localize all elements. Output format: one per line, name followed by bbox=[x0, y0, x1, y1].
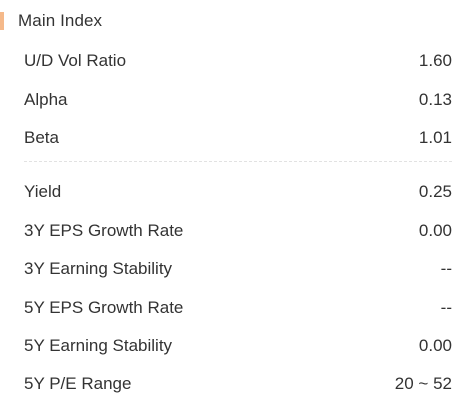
metric-label: U/D Vol Ratio bbox=[24, 51, 127, 70]
metric-value: 20 ~ 52 bbox=[394, 374, 452, 393]
metric-row-alpha: Alpha 0.13 bbox=[24, 88, 452, 112]
metric-value: 1.60 bbox=[418, 51, 452, 70]
metric-row-5y-earning-stability: 5Y Earning Stability 0.00 bbox=[24, 334, 452, 358]
metric-label: 5Y EPS Growth Rate bbox=[24, 298, 184, 317]
section-accent-bar bbox=[0, 12, 4, 30]
metric-row-yield: Yield 0.25 bbox=[24, 180, 452, 204]
metric-label: 3Y EPS Growth Rate bbox=[24, 221, 184, 240]
metric-row-5y-pe-range: 5Y P/E Range 20 ~ 52 bbox=[24, 372, 452, 396]
metric-label: Alpha bbox=[24, 90, 68, 109]
section-header: Main Index bbox=[0, 10, 102, 32]
metric-label: Beta bbox=[24, 128, 59, 147]
metric-row-3y-earning-stability: 3Y Earning Stability -- bbox=[24, 257, 452, 281]
metric-value: 1.01 bbox=[418, 128, 452, 147]
metric-label: Yield bbox=[24, 182, 62, 201]
metric-row-ud-vol-ratio: U/D Vol Ratio 1.60 bbox=[24, 49, 452, 73]
metric-row-beta: Beta 1.01 bbox=[24, 126, 452, 150]
metric-value: -- bbox=[440, 298, 452, 317]
section-divider bbox=[24, 161, 452, 162]
section-title: Main Index bbox=[18, 11, 103, 30]
metric-value: 0.00 bbox=[418, 336, 452, 355]
metric-row-5y-eps-growth-rate: 5Y EPS Growth Rate -- bbox=[24, 296, 452, 320]
metric-value: -- bbox=[440, 259, 452, 278]
metric-value: 0.25 bbox=[418, 182, 452, 201]
metric-row-3y-eps-growth-rate: 3Y EPS Growth Rate 0.00 bbox=[24, 219, 452, 243]
metric-value: 0.00 bbox=[418, 221, 452, 240]
metric-label: 3Y Earning Stability bbox=[24, 259, 173, 278]
metric-label: 5Y Earning Stability bbox=[24, 336, 173, 355]
metric-label: 5Y P/E Range bbox=[24, 374, 132, 393]
metric-value: 0.13 bbox=[418, 90, 452, 109]
